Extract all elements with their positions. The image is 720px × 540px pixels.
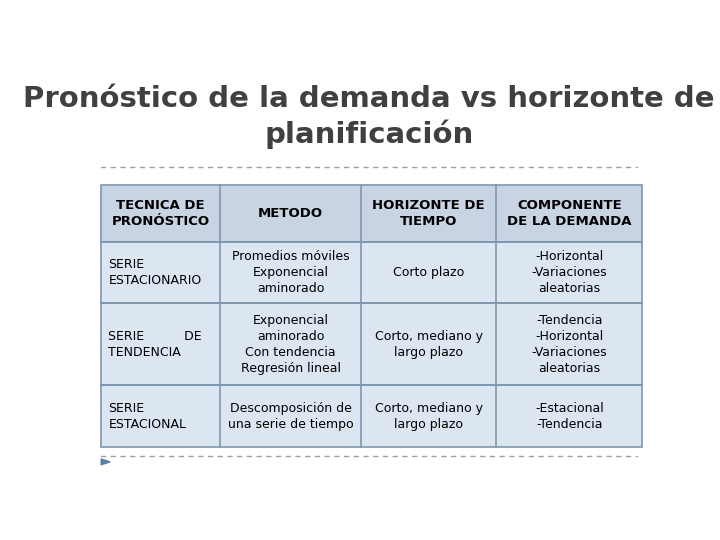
Bar xyxy=(101,386,642,447)
Text: SERIE          DE
TENDENCIA: SERIE DE TENDENCIA xyxy=(109,330,202,359)
Text: METODO: METODO xyxy=(258,207,323,220)
Text: Corto plazo: Corto plazo xyxy=(393,266,464,279)
Text: Promedios móviles
Exponencial
aminorado: Promedios móviles Exponencial aminorado xyxy=(232,250,349,295)
Bar xyxy=(101,185,642,241)
Bar xyxy=(101,241,642,303)
Text: -Estacional
-Tendencia: -Estacional -Tendencia xyxy=(535,402,604,431)
Text: TECNICA DE
PRONÓSTICO: TECNICA DE PRONÓSTICO xyxy=(112,199,210,228)
Text: SERIE
ESTACIONARIO: SERIE ESTACIONARIO xyxy=(109,258,202,287)
Text: Corto, mediano y
largo plazo: Corto, mediano y largo plazo xyxy=(374,402,482,431)
Text: COMPONENTE
DE LA DEMANDA: COMPONENTE DE LA DEMANDA xyxy=(507,199,631,228)
Text: HORIZONTE DE
TIEMPO: HORIZONTE DE TIEMPO xyxy=(372,199,485,228)
Text: Descomposición de
una serie de tiempo: Descomposición de una serie de tiempo xyxy=(228,402,354,431)
Polygon shape xyxy=(101,459,110,465)
Text: Pronóstico de la demanda vs horizonte de
planificación: Pronóstico de la demanda vs horizonte de… xyxy=(23,84,715,149)
Text: SERIE
ESTACIONAL: SERIE ESTACIONAL xyxy=(109,402,186,431)
Text: Exponencial
aminorado
Con tendencia
Regresión lineal: Exponencial aminorado Con tendencia Regr… xyxy=(240,314,341,375)
Text: -Horizontal
-Variaciones
aleatorias: -Horizontal -Variaciones aleatorias xyxy=(531,250,607,295)
Text: -Tendencia
-Horizontal
-Variaciones
aleatorias: -Tendencia -Horizontal -Variaciones alea… xyxy=(531,314,607,375)
Bar xyxy=(101,303,642,386)
Text: Corto, mediano y
largo plazo: Corto, mediano y largo plazo xyxy=(374,330,482,359)
